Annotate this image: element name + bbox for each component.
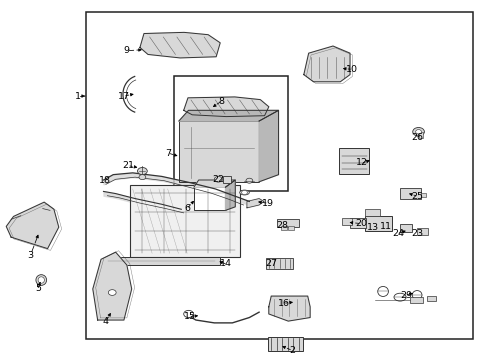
Bar [287, 226, 293, 230]
Text: 1: 1 [75, 91, 81, 100]
Text: 2: 2 [288, 346, 295, 355]
Bar [365, 216, 391, 231]
Bar [399, 188, 420, 199]
Text: 5: 5 [35, 284, 41, 293]
Text: 21: 21 [122, 161, 135, 170]
Bar [277, 219, 298, 227]
Circle shape [241, 190, 247, 195]
Polygon shape [93, 252, 131, 320]
Circle shape [139, 175, 145, 180]
Circle shape [108, 290, 116, 296]
Text: 11: 11 [379, 222, 391, 231]
Bar [267, 337, 302, 351]
Bar [222, 176, 231, 183]
Polygon shape [303, 46, 349, 82]
Ellipse shape [377, 287, 387, 296]
Circle shape [214, 176, 222, 182]
Text: 3: 3 [27, 251, 34, 260]
Bar [106, 257, 220, 265]
Bar [86, 12, 472, 339]
Ellipse shape [36, 275, 46, 285]
Text: 29: 29 [399, 291, 411, 300]
Circle shape [183, 310, 193, 318]
Text: 24: 24 [391, 229, 403, 238]
Polygon shape [179, 111, 278, 121]
Text: 14: 14 [220, 260, 231, 269]
Text: 18: 18 [98, 176, 110, 185]
Text: 17: 17 [118, 91, 130, 100]
Polygon shape [183, 97, 268, 117]
Ellipse shape [239, 190, 249, 195]
Polygon shape [268, 296, 309, 321]
Ellipse shape [38, 277, 44, 283]
Bar [416, 228, 427, 235]
Text: 8: 8 [218, 97, 224, 106]
Bar [418, 132, 423, 138]
Bar [266, 258, 292, 269]
Text: 6: 6 [184, 204, 190, 213]
Bar [350, 218, 366, 228]
Bar [174, 76, 287, 191]
Polygon shape [6, 202, 59, 249]
Text: 12: 12 [355, 158, 367, 167]
Polygon shape [246, 199, 264, 208]
Ellipse shape [393, 293, 406, 301]
Text: 7: 7 [165, 149, 171, 158]
Text: 20: 20 [354, 219, 366, 228]
Bar [399, 224, 411, 232]
Polygon shape [259, 111, 278, 182]
Bar [339, 148, 369, 174]
Bar [281, 226, 286, 230]
Text: 16: 16 [278, 299, 290, 308]
Text: 10: 10 [345, 65, 357, 74]
Bar [179, 121, 259, 182]
Text: 9: 9 [123, 46, 130, 55]
Circle shape [415, 130, 421, 134]
Text: 19: 19 [261, 199, 273, 208]
Bar [409, 297, 423, 303]
Text: 28: 28 [275, 221, 287, 230]
Bar [341, 218, 352, 225]
Bar [130, 185, 239, 257]
Text: 23: 23 [410, 229, 422, 238]
Bar [420, 193, 426, 197]
Ellipse shape [411, 291, 421, 300]
Text: 25: 25 [410, 192, 422, 201]
Text: 4: 4 [102, 316, 109, 325]
Bar [365, 209, 379, 216]
Polygon shape [225, 180, 235, 210]
Circle shape [137, 167, 147, 175]
Bar [426, 296, 435, 301]
Circle shape [245, 178, 252, 183]
Text: 13: 13 [366, 222, 378, 231]
Text: 22: 22 [212, 175, 224, 184]
Polygon shape [140, 32, 220, 58]
Text: 15: 15 [183, 312, 196, 321]
Text: 27: 27 [265, 260, 277, 269]
Text: 26: 26 [410, 133, 422, 142]
Polygon shape [194, 180, 235, 187]
Bar [194, 187, 225, 210]
Circle shape [412, 127, 424, 136]
